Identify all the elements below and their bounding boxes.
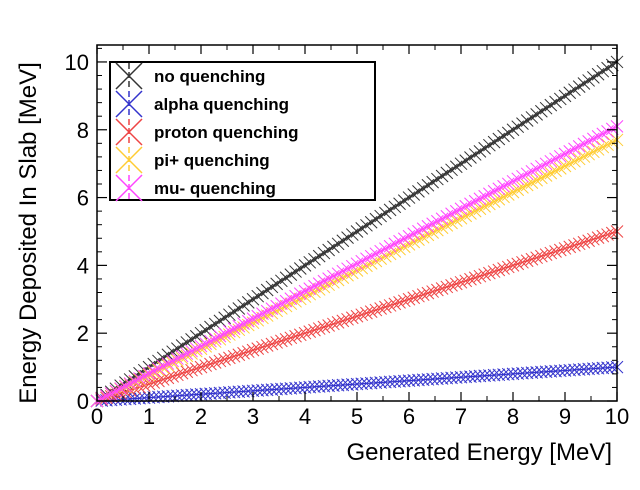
x-tick-label: 7 (455, 404, 467, 429)
y-axis-label: Energy Deposited In Slab [MeV] (15, 62, 42, 404)
legend-label: pi+ quenching (154, 151, 270, 170)
series-line (96, 230, 618, 402)
x-tick-label: 9 (559, 404, 571, 429)
y-tick-label: 2 (77, 321, 89, 346)
x-tick-label: 4 (299, 404, 311, 429)
series-line (96, 366, 618, 402)
y-tick-label: 6 (77, 186, 89, 211)
y-tick-label: 4 (77, 253, 89, 278)
x-tick-label: 8 (507, 404, 519, 429)
x-tick-label: 3 (247, 404, 259, 429)
series-line (96, 125, 618, 402)
x-tick-label: 0 (91, 404, 103, 429)
x-axis-label: Generated Energy [MeV] (347, 439, 612, 466)
y-tick-label: 0 (77, 389, 89, 414)
x-tick-label: 5 (351, 404, 363, 429)
y-tick-label: 10 (65, 50, 89, 75)
y-tick-label: 8 (77, 118, 89, 143)
legend-label: no quenching (154, 67, 265, 86)
axes: 0 1 2 3 4 5 6 7 8 9 10 0 2 4 6 8 10 (65, 45, 629, 429)
x-tick-label: 2 (195, 404, 207, 429)
legend-box (109, 61, 376, 201)
x-tick-label: 10 (605, 404, 629, 429)
legend-label: alpha quenching (154, 95, 289, 114)
x-tick-label: 1 (143, 404, 155, 429)
legend: no quenching alpha quenching proton quench… (109, 61, 376, 202)
x-tick-label: 6 (403, 404, 415, 429)
series-line (96, 61, 618, 402)
legend-label: proton quenching (154, 123, 298, 142)
legend-label: mu- quenching (154, 179, 276, 198)
